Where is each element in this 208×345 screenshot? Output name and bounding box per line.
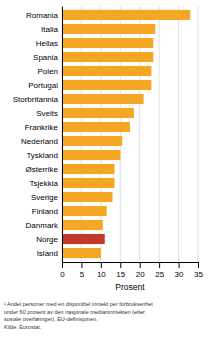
tick-label: Polen	[38, 67, 58, 76]
annotation: ¹ Andel personer med en disponibel innte…	[4, 301, 153, 307]
tick-label: 0	[60, 270, 65, 279]
tick-label: 30	[175, 270, 184, 279]
tick: Danmark	[26, 221, 59, 230]
tick: 15	[116, 262, 125, 279]
tick-label: Frankrike	[25, 123, 59, 132]
plot: 0 5 10 15 20 25 30 35 Romania Italia Hellas Spania P…	[13, 6, 204, 279]
tick: Finland	[32, 207, 58, 216]
tick: 35	[194, 262, 203, 279]
tick: Storbritannia	[13, 95, 59, 104]
tick-label: Storbritannia	[13, 95, 59, 104]
tick: Tsjekkia	[30, 179, 59, 188]
tick-label: Nederland	[21, 137, 58, 146]
tick: Romania	[26, 11, 59, 20]
bar	[62, 80, 151, 90]
bar	[62, 122, 130, 132]
tick-label: Sveits	[36, 109, 58, 118]
grid-line	[178, 6, 179, 262]
x-axis: 0 5 10 15 20 25 30 35	[60, 262, 203, 279]
tick: Hellas	[36, 39, 58, 48]
tick-mark	[140, 262, 141, 268]
tick-label: Romania	[26, 11, 59, 20]
bars	[62, 10, 190, 258]
y-axis: Romania Italia Hellas Spania Polen Portugal St…	[13, 7, 63, 263]
grid-line	[159, 6, 160, 262]
tick-label: 25	[155, 270, 164, 279]
tick: 10	[97, 262, 106, 279]
tick: Portugal	[28, 81, 58, 90]
tick-mark	[159, 262, 160, 268]
annotation: sosiale overføringer). EU-definisjonen.	[4, 316, 98, 322]
grid-line	[198, 6, 199, 262]
tick-label: 5	[80, 270, 85, 279]
x-axis-title: Prosent	[115, 282, 145, 292]
tick-mark	[198, 262, 199, 268]
tick: Polen	[38, 67, 58, 76]
bar	[62, 52, 153, 62]
bar	[62, 108, 134, 118]
tick-mark	[81, 262, 82, 268]
bar	[62, 164, 114, 174]
tick-label: 15	[116, 270, 125, 279]
axis-line	[62, 7, 63, 263]
bar	[62, 10, 190, 20]
bar	[62, 192, 113, 202]
tick: Spania	[33, 53, 58, 62]
bar	[62, 24, 155, 34]
tick: Norge	[36, 235, 58, 244]
tick-label: Island	[37, 249, 58, 258]
tick: Island	[37, 249, 58, 258]
tick-label: Hellas	[36, 39, 58, 48]
tick-label: Tsjekkia	[30, 179, 59, 188]
tick: 25	[155, 262, 164, 279]
tick-label: Sverige	[31, 193, 59, 202]
tick: Sveits	[36, 109, 58, 118]
tick-label: 10	[97, 270, 106, 279]
bar	[62, 150, 120, 160]
tick-label: 35	[194, 270, 203, 279]
annotation: Kilde: Eurostat.	[4, 324, 42, 330]
tick-label: Tyskland	[26, 151, 58, 160]
tick: Østerrike	[26, 165, 59, 174]
bar	[62, 220, 103, 230]
tick: 30	[175, 262, 184, 279]
bar	[62, 248, 101, 258]
tick: Italia	[41, 25, 58, 34]
grid-line	[62, 6, 63, 262]
tick-label: Spania	[33, 53, 58, 62]
footnote: ¹ Andel personer med en disponibel innte…	[4, 301, 153, 330]
axis-line	[63, 263, 199, 269]
tick-label: Italia	[41, 25, 58, 34]
bar	[62, 178, 114, 188]
bar	[62, 234, 105, 244]
tick-mark	[101, 262, 102, 268]
tick: 20	[136, 262, 145, 279]
tick: 0	[60, 262, 65, 279]
tick-label: Østerrike	[26, 165, 59, 174]
tick-mark	[62, 262, 63, 268]
tick: Frankrike	[25, 123, 59, 132]
tick-label: Norge	[36, 235, 58, 244]
annotation: under 60 prosent av den nasjonale median…	[4, 309, 145, 315]
tick-mark	[120, 262, 121, 268]
bar	[62, 206, 107, 216]
tick: 5	[80, 262, 85, 279]
bar	[62, 94, 144, 104]
tick: Sverige	[31, 193, 59, 202]
bar	[62, 38, 153, 48]
bar	[62, 136, 122, 146]
tick-mark	[179, 262, 180, 268]
grid	[62, 6, 198, 262]
tick-label: Finland	[32, 207, 58, 216]
tick: Tyskland	[26, 151, 58, 160]
chart: 0 5 10 15 20 25 30 35 Romania Italia Hellas Spania P…	[0, 0, 208, 345]
bar	[62, 66, 151, 76]
tick-label: Portugal	[28, 81, 58, 90]
tick: Nederland	[21, 137, 58, 146]
tick-label: 20	[136, 270, 145, 279]
tick-label: Danmark	[26, 221, 59, 230]
